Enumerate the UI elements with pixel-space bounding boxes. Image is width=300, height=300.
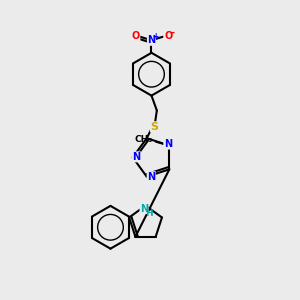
Text: CH₃: CH₃ — [134, 135, 152, 144]
Text: O: O — [164, 31, 172, 41]
Text: N: N — [140, 204, 148, 214]
Text: N: N — [132, 152, 140, 162]
Text: N: N — [164, 139, 172, 149]
Text: N: N — [147, 35, 155, 45]
Text: O: O — [132, 31, 140, 41]
Text: +: + — [152, 32, 158, 41]
Text: H: H — [146, 209, 153, 218]
Text: N: N — [147, 172, 155, 182]
Text: -: - — [170, 28, 174, 38]
Text: S: S — [151, 122, 158, 132]
